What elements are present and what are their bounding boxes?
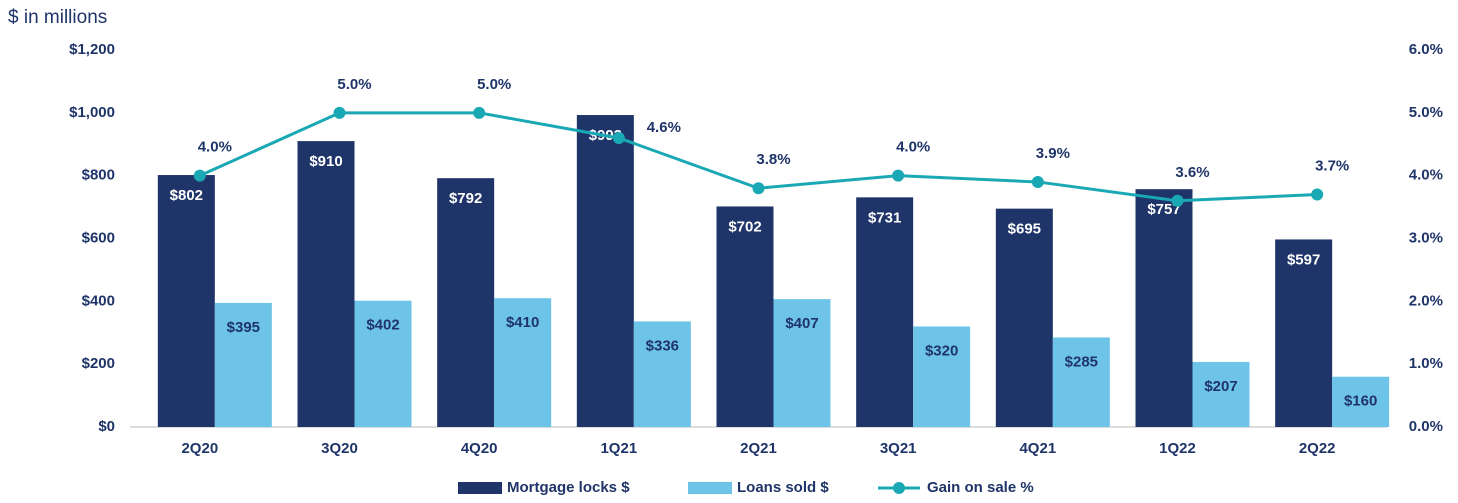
value-label: 4.0% xyxy=(198,139,232,156)
bar xyxy=(1192,361,1250,427)
y2-tick-label: 5.0% xyxy=(1409,104,1443,121)
x-tick-label: 1Q22 xyxy=(1159,440,1196,457)
y2-tick-label: 4.0% xyxy=(1409,167,1443,184)
point xyxy=(1031,175,1044,188)
y-tick-label: $1,000 xyxy=(69,104,115,121)
x-tick-label: 4Q20 xyxy=(461,440,498,457)
point xyxy=(193,169,206,182)
bar xyxy=(773,299,831,427)
y-tick-label: $800 xyxy=(82,167,115,184)
legend-label: Mortgage locks $ xyxy=(507,479,630,496)
x-tick-label: 2Q22 xyxy=(1299,440,1336,457)
value-label: $695 xyxy=(1008,221,1041,238)
bar xyxy=(1135,189,1193,427)
bar xyxy=(1052,337,1110,427)
value-label: $285 xyxy=(1065,353,1098,370)
bar xyxy=(633,321,691,427)
x-tick-label: 3Q21 xyxy=(880,440,917,457)
legend-label: Loans sold $ xyxy=(737,479,829,496)
value-label: $402 xyxy=(366,317,399,334)
x-tick-label: 1Q21 xyxy=(600,440,637,457)
bar xyxy=(716,206,774,427)
bar xyxy=(494,298,552,427)
x-tick-label: 4Q21 xyxy=(1019,440,1056,457)
value-label: $407 xyxy=(785,315,818,332)
y-tick-label: $400 xyxy=(82,292,115,309)
bar xyxy=(297,141,355,427)
bar xyxy=(157,175,215,427)
value-label: 3.9% xyxy=(1036,145,1070,162)
y-tick-label: $600 xyxy=(82,229,115,246)
point xyxy=(1171,194,1184,207)
x-tick-label: 2Q20 xyxy=(181,440,218,457)
legend-label: Gain on sale % xyxy=(927,479,1034,496)
bar xyxy=(576,115,634,427)
point xyxy=(752,182,765,195)
y-tick-label: $0 xyxy=(98,418,115,435)
value-label: $597 xyxy=(1287,251,1320,268)
bar xyxy=(437,178,495,427)
value-label: $792 xyxy=(449,190,482,207)
y2-tick-label: 2.0% xyxy=(1409,292,1443,309)
bar xyxy=(913,326,971,427)
value-label: 5.0% xyxy=(477,76,511,93)
value-label: $802 xyxy=(170,187,203,204)
y-tick-label: $200 xyxy=(82,355,115,372)
value-label: $757 xyxy=(1147,201,1180,218)
value-label: $207 xyxy=(1204,378,1237,395)
value-label: 4.0% xyxy=(896,139,930,156)
value-label: 5.0% xyxy=(337,76,371,93)
value-label: $336 xyxy=(646,337,679,354)
y2-tick-label: 3.0% xyxy=(1409,229,1443,246)
point xyxy=(473,106,486,119)
value-label: $320 xyxy=(925,342,958,359)
legend-marker xyxy=(893,482,905,494)
x-tick-label: 3Q20 xyxy=(321,440,358,457)
value-label: 4.6% xyxy=(647,119,681,136)
value-label: 3.8% xyxy=(756,151,790,168)
value-label: $702 xyxy=(728,218,761,235)
axis-label: $ in millions xyxy=(8,7,107,28)
value-label: 3.6% xyxy=(1175,164,1209,181)
bar xyxy=(856,197,914,427)
y-tick-label: $1,200 xyxy=(69,41,115,58)
value-label: $395 xyxy=(227,319,260,336)
x-tick-label: 2Q21 xyxy=(740,440,777,457)
y2-tick-label: 0.0% xyxy=(1409,418,1443,435)
point xyxy=(1311,188,1324,201)
bar xyxy=(354,300,412,427)
bar xyxy=(1332,376,1390,427)
y2-tick-label: 1.0% xyxy=(1409,355,1443,372)
value-label: $731 xyxy=(868,209,901,226)
value-label: $410 xyxy=(506,314,539,331)
point xyxy=(892,169,905,182)
bar xyxy=(214,302,272,427)
point xyxy=(333,106,346,119)
bar xyxy=(1275,239,1333,427)
bar xyxy=(995,208,1053,427)
y2-tick-label: 6.0% xyxy=(1409,41,1443,58)
value-label: $160 xyxy=(1344,393,1377,410)
value-label: 3.7% xyxy=(1315,157,1349,174)
legend-swatch xyxy=(688,482,732,494)
value-label: $910 xyxy=(309,153,342,170)
point xyxy=(612,131,625,144)
legend-swatch xyxy=(458,482,502,494)
